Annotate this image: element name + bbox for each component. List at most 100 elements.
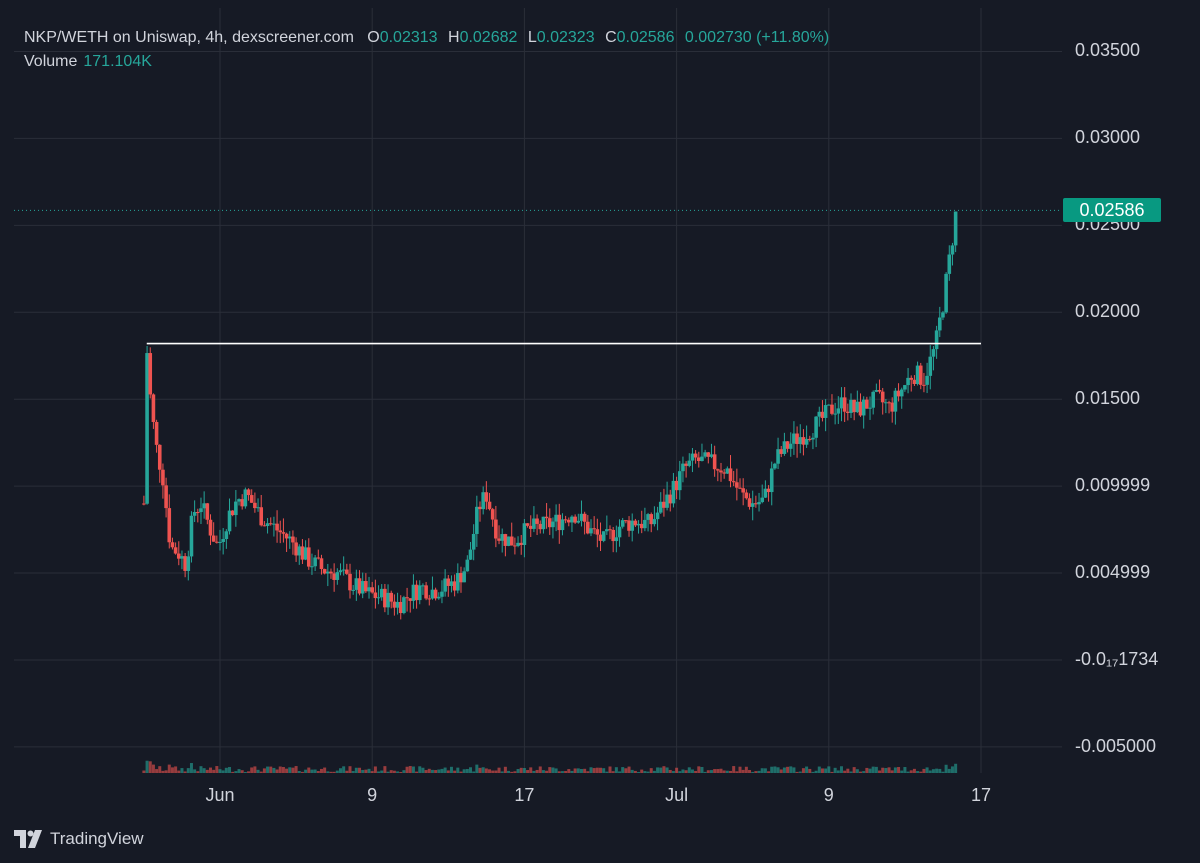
volume-bar — [250, 767, 254, 773]
candle-body — [788, 443, 793, 449]
candle-body — [176, 553, 181, 559]
candle-body — [544, 516, 549, 519]
candle-body — [430, 589, 435, 599]
volume-bar — [247, 771, 251, 773]
volume-bar — [890, 770, 894, 773]
candle-body — [735, 482, 739, 488]
candle-body — [497, 538, 501, 541]
volume-bar — [729, 770, 733, 773]
candle-body — [820, 411, 825, 418]
volume-bar — [259, 771, 263, 773]
volume-bar — [237, 769, 241, 773]
volume-bar — [262, 768, 266, 773]
volume-bar — [862, 771, 866, 773]
candle-body — [202, 503, 206, 509]
volume-bar — [427, 768, 431, 773]
volume-bar — [275, 769, 279, 773]
candle-body — [528, 525, 533, 529]
volume-bar — [319, 768, 323, 773]
candle-body — [364, 581, 368, 592]
candle-body — [367, 587, 371, 592]
volume-bar — [529, 767, 533, 773]
volume-bar — [291, 767, 295, 773]
candle-body — [592, 528, 596, 530]
volume-bar — [751, 771, 755, 773]
candle-body — [392, 601, 397, 608]
close-key: C — [605, 29, 617, 46]
volume-bar — [243, 771, 247, 773]
candle-body — [719, 470, 723, 473]
volume-bar — [827, 766, 831, 773]
volume-bar — [224, 767, 228, 773]
symbol-title: NKP/WETH on Uniswap, 4h, dexscreener.com — [24, 29, 354, 46]
open-value: 0.02313 — [379, 29, 438, 46]
candle-body — [922, 384, 926, 386]
volume-bar — [935, 768, 939, 773]
open-key: O — [367, 29, 380, 46]
volume-bar — [510, 771, 514, 773]
volume-bar — [706, 770, 710, 773]
candle-body — [586, 521, 590, 534]
tradingview-brand[interactable]: TradingView — [14, 829, 144, 849]
candle-body — [833, 413, 837, 415]
volume-bar — [748, 770, 752, 773]
candle-body — [490, 509, 495, 520]
candle-body — [776, 449, 780, 464]
volume-bar — [941, 771, 945, 773]
volume-bar — [462, 769, 466, 773]
tradingview-logo-icon — [14, 830, 44, 848]
volume-bar — [773, 766, 777, 773]
volume-bar — [599, 767, 602, 773]
candle-body — [449, 581, 454, 586]
candle-body — [747, 498, 752, 507]
volume-bar — [624, 768, 628, 773]
volume-bar — [488, 769, 492, 773]
candle-body — [265, 523, 270, 526]
candle-body — [874, 390, 879, 392]
volume-bar — [396, 771, 400, 773]
volume-bar — [484, 768, 488, 773]
candle-body — [595, 529, 600, 535]
candle-body — [234, 501, 238, 516]
volume-bar — [304, 769, 308, 773]
volume-bar — [713, 769, 717, 773]
volume-bar — [358, 767, 362, 773]
candle-body — [284, 533, 289, 539]
volume-bar — [570, 770, 574, 773]
candle-body — [918, 365, 923, 385]
candle-body — [208, 519, 213, 536]
candle-body — [487, 501, 492, 510]
candle-body — [614, 537, 619, 542]
volume-bar — [738, 766, 742, 773]
volume-bar — [456, 767, 460, 773]
volume-bar — [405, 766, 409, 773]
candle-body — [205, 503, 210, 520]
volume-bar — [278, 766, 282, 773]
candle-body — [589, 528, 593, 534]
candle-body — [636, 523, 641, 526]
candle-body — [287, 536, 292, 539]
volume-bar — [348, 766, 352, 773]
volume-bar — [266, 766, 270, 773]
volume-bar — [516, 769, 520, 773]
candle-body — [170, 542, 175, 548]
candle-body — [858, 401, 863, 416]
candle-body — [700, 456, 704, 462]
candle-body — [605, 529, 609, 532]
candle-body — [823, 405, 828, 418]
chart-grid — [14, 8, 1062, 773]
volume-bar — [820, 768, 824, 773]
candle-body — [180, 556, 184, 559]
candle-body — [547, 518, 552, 528]
candle-body — [196, 512, 200, 514]
candle-body — [246, 489, 251, 496]
volume-bar — [798, 771, 802, 773]
volume-bar — [592, 768, 596, 773]
candle-body — [532, 518, 536, 529]
volume-bar — [586, 771, 590, 773]
candle-body — [782, 441, 787, 454]
volume-bar — [906, 771, 910, 773]
volume-bar — [671, 771, 675, 773]
candle-body — [928, 356, 933, 376]
